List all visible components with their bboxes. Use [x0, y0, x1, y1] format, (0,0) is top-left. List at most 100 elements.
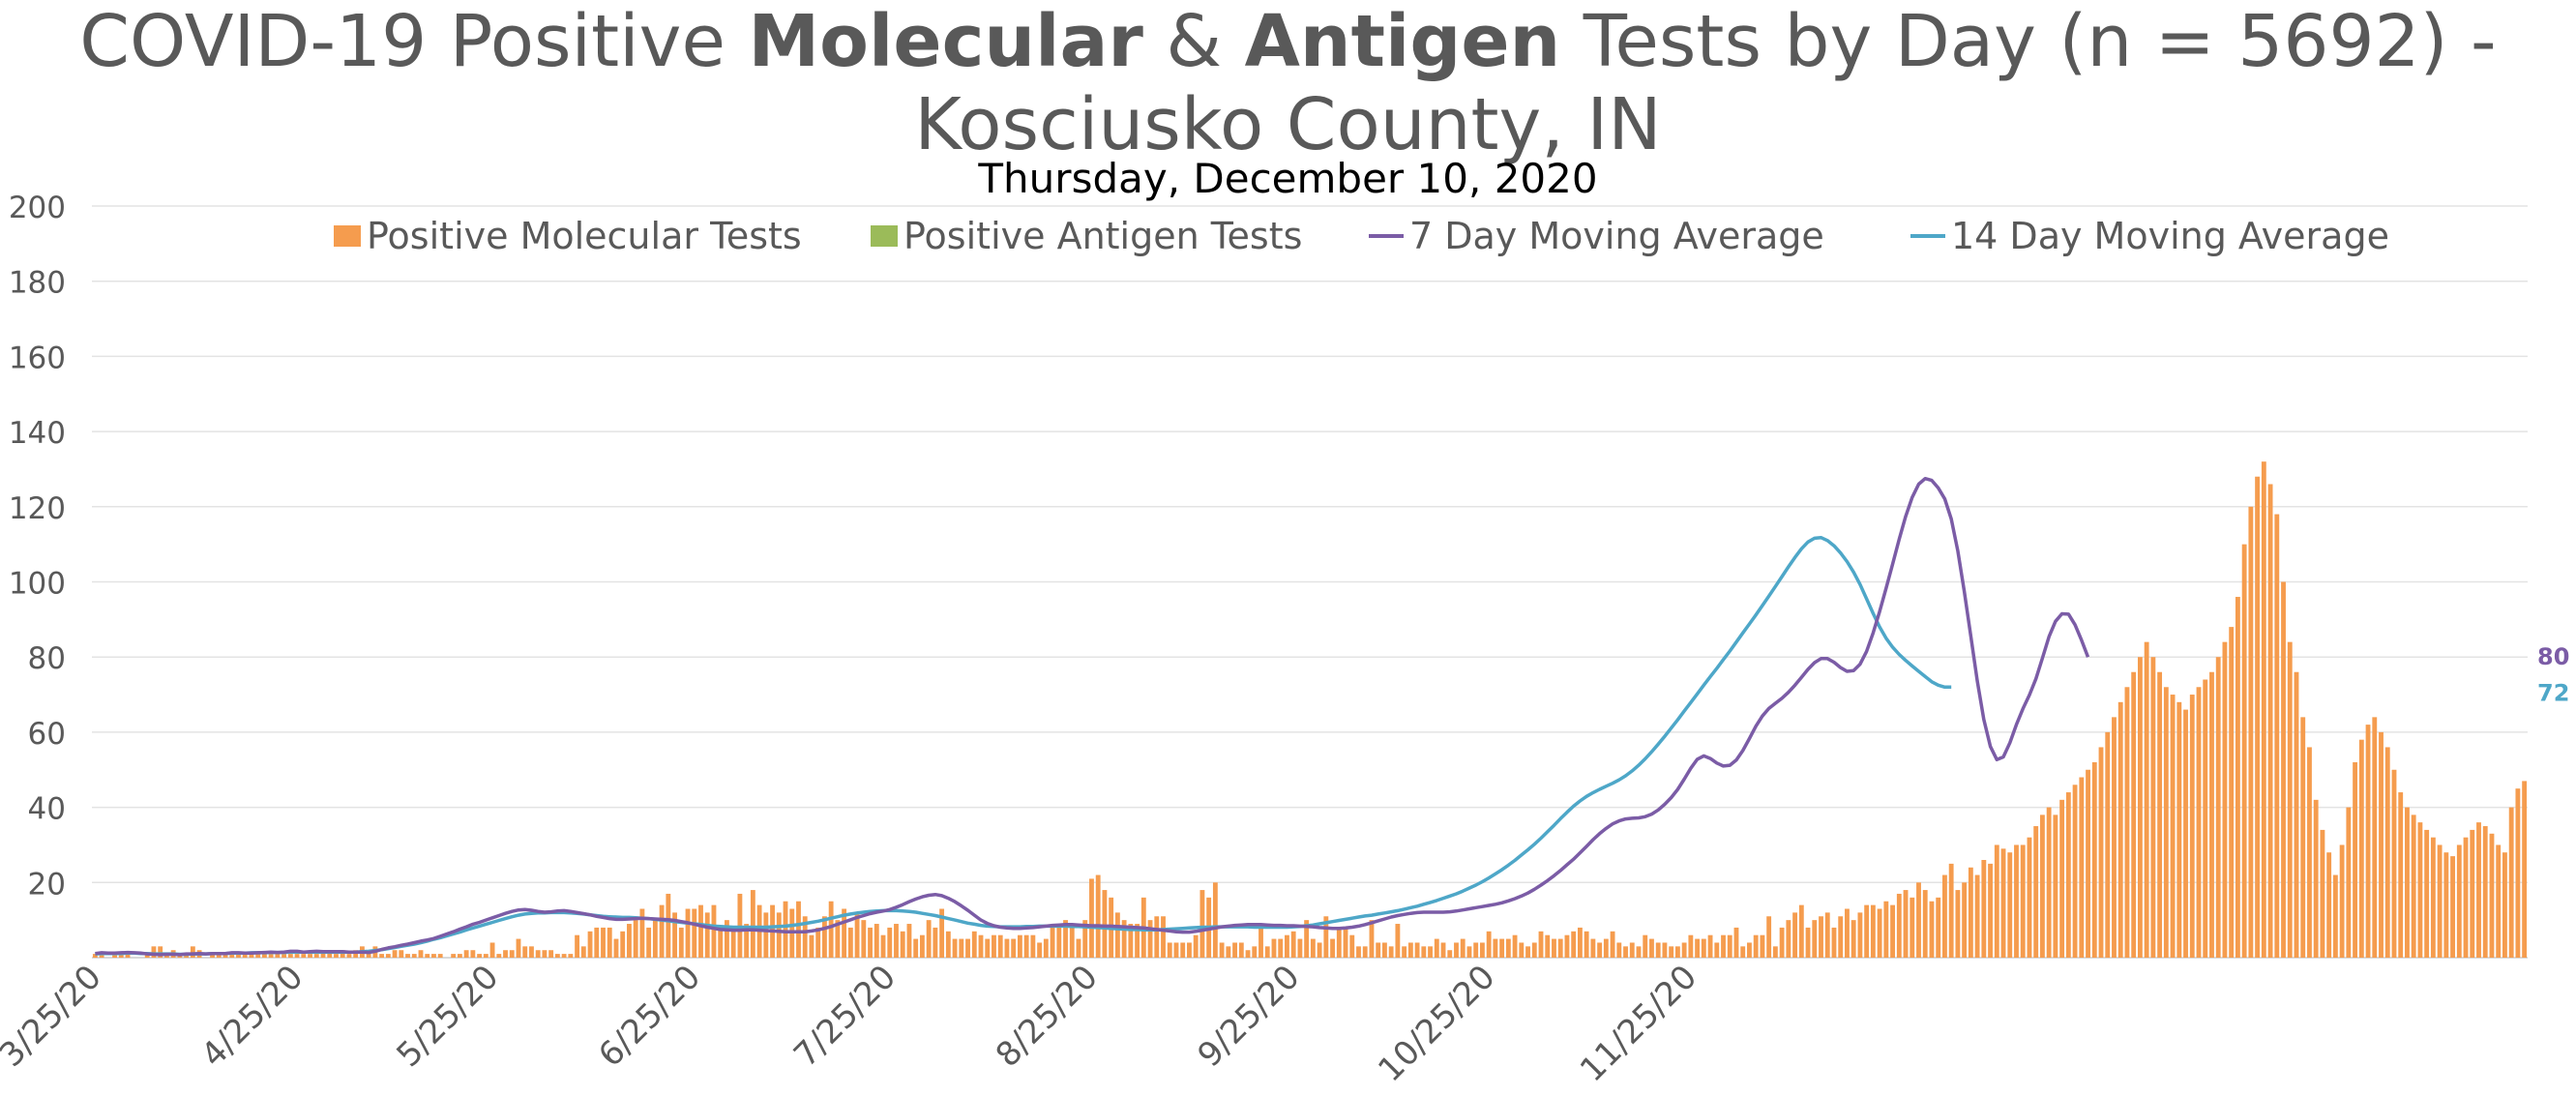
- bar-molecular: [1981, 859, 1987, 958]
- bar-molecular: [437, 954, 443, 958]
- bar-molecular: [1974, 874, 1980, 958]
- bar-molecular: [1466, 946, 1472, 958]
- bar-molecular: [2463, 837, 2469, 958]
- bar-molecular: [1505, 938, 1511, 958]
- bar-molecular: [379, 954, 385, 958]
- bar-molecular: [1082, 920, 1088, 958]
- legend-label-ma14: 14 Day Moving Average: [1951, 215, 2389, 257]
- bar-molecular: [1727, 934, 1732, 958]
- bar-molecular: [1929, 901, 1935, 958]
- bar-molecular: [2470, 829, 2475, 958]
- bar-molecular: [222, 954, 228, 958]
- bar-molecular: [2398, 792, 2404, 958]
- bar-molecular: [418, 950, 424, 958]
- bar-molecular: [1135, 924, 1140, 958]
- bar-molecular: [1376, 942, 1381, 958]
- bar-molecular: [483, 954, 489, 958]
- bar-molecular: [620, 931, 626, 958]
- bar-molecular: [2346, 807, 2352, 958]
- bar-molecular: [2255, 476, 2261, 958]
- bar-molecular: [2424, 829, 2430, 958]
- chart-title-line-2: Kosciusko County, IN: [914, 83, 1662, 166]
- bar-molecular: [516, 938, 521, 958]
- bar-molecular: [1649, 938, 1654, 958]
- bar-molecular: [1870, 904, 1876, 958]
- legend-item-ma7: 7 Day Moving Average: [1369, 215, 1824, 257]
- end-label-ma7: 80: [2537, 643, 2569, 670]
- bar-molecular: [1845, 908, 1850, 958]
- bar-molecular: [2326, 852, 2332, 958]
- bar-molecular: [1512, 934, 1518, 958]
- bar-molecular: [1278, 938, 1284, 958]
- bar-molecular: [1890, 904, 1895, 958]
- bar-molecular: [887, 927, 893, 958]
- bar-molecular: [320, 950, 326, 958]
- bar-molecular: [334, 954, 339, 958]
- bar-molecular: [99, 954, 104, 958]
- bar-molecular: [1193, 934, 1199, 958]
- bar-molecular: [2091, 761, 2097, 958]
- bar-molecular: [1674, 946, 1680, 958]
- bar-molecular: [2332, 874, 2338, 958]
- bar-molecular: [627, 924, 632, 958]
- bar-molecular: [1004, 938, 1010, 958]
- bar-molecular: [718, 927, 724, 958]
- bar-molecular: [2515, 788, 2521, 958]
- bar-molecular: [2365, 725, 2371, 958]
- legend-label-antigen: Positive Antigen Tests: [903, 215, 1303, 257]
- bar-molecular: [1557, 938, 1563, 958]
- bar-molecular: [405, 954, 410, 958]
- bar-molecular: [2059, 799, 2065, 958]
- bar-molecular: [1428, 946, 1433, 958]
- bar-molecular: [1916, 882, 1921, 958]
- bar-molecular: [2137, 657, 2143, 958]
- bar-molecular: [1655, 942, 1661, 958]
- bar-molecular: [1440, 942, 1446, 958]
- bar-molecular: [1473, 942, 1479, 958]
- bar-molecular: [2522, 781, 2528, 958]
- bar-molecular: [529, 946, 534, 958]
- bar-molecular: [698, 904, 703, 958]
- bar-molecular: [1011, 938, 1017, 958]
- bar-molecular: [1623, 946, 1628, 958]
- y-tick-label: 160: [9, 341, 66, 375]
- bar-molecular: [1883, 901, 1889, 958]
- bar-molecular: [477, 954, 483, 958]
- bar-molecular: [1643, 934, 1648, 958]
- bar-molecular: [2203, 679, 2208, 958]
- bar-molecular: [1407, 942, 1413, 958]
- chart-title: COVID-19 Positive Molecular & Antigen Te…: [0, 0, 2576, 83]
- bar-molecular: [346, 954, 352, 958]
- bar-molecular: [776, 912, 782, 958]
- chart-subtitle: Thursday, December 10, 2020: [978, 155, 1598, 202]
- bar-molecular: [1330, 938, 1335, 958]
- bar-molecular: [873, 924, 879, 958]
- bar-molecular: [704, 912, 710, 958]
- bar-molecular: [1681, 942, 1687, 958]
- y-tick-label: 100: [9, 567, 66, 602]
- bar-molecular: [854, 912, 860, 958]
- bar-molecular: [1805, 927, 1811, 958]
- bar-molecular: [926, 920, 932, 958]
- bar-molecular: [2281, 581, 2286, 958]
- bar-molecular: [1037, 942, 1043, 958]
- bar-molecular: [1629, 942, 1635, 958]
- bar-molecular: [646, 927, 652, 958]
- bar-molecular: [1089, 878, 1094, 958]
- bar-molecular: [1317, 942, 1322, 958]
- bar-molecular: [190, 946, 195, 958]
- bar-molecular: [1023, 934, 1029, 958]
- bar-molecular: [802, 916, 808, 958]
- bar-molecular: [1786, 920, 1791, 958]
- bar-molecular: [2170, 695, 2176, 958]
- bar-molecular: [522, 946, 528, 958]
- bar-molecular: [489, 942, 495, 958]
- bar-molecular: [1812, 920, 1818, 958]
- x-tick-label: 3/25/20: [0, 958, 109, 1075]
- bar-molecular: [2241, 544, 2247, 958]
- bar-molecular: [1161, 916, 1166, 958]
- bar-molecular: [1531, 942, 1537, 958]
- bar-molecular: [744, 924, 750, 958]
- bar-molecular: [1838, 916, 1844, 958]
